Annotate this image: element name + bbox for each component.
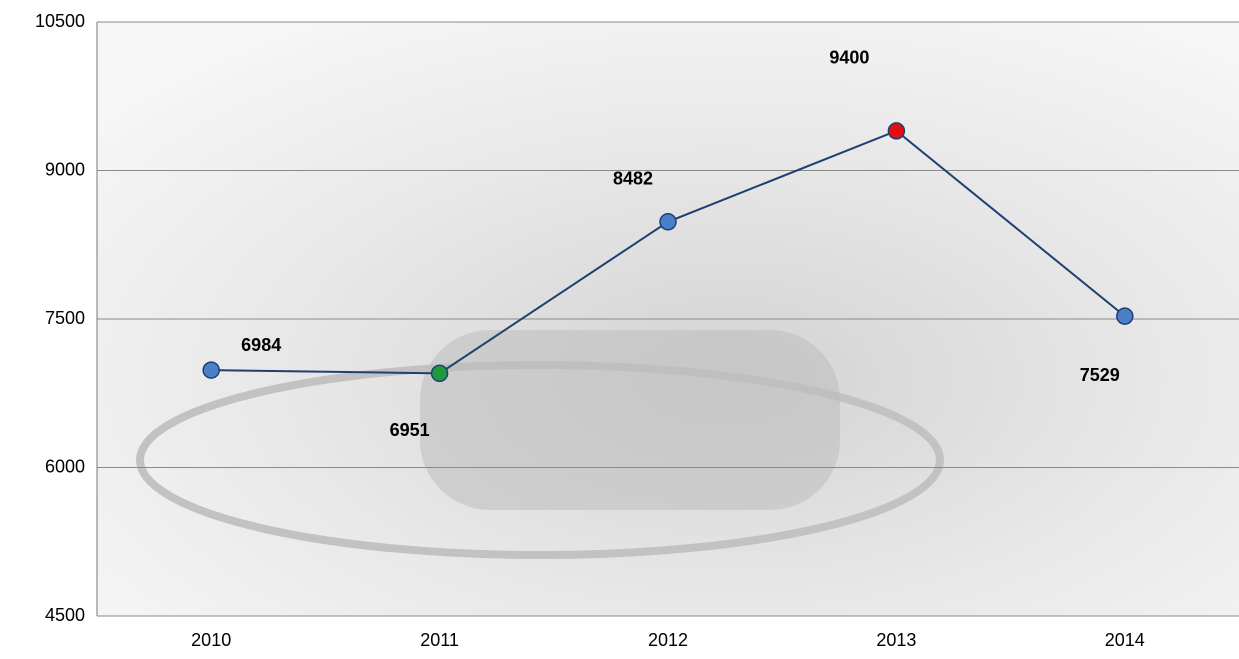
x-tick-label: 2010: [191, 630, 231, 650]
y-tick-label: 4500: [45, 605, 85, 625]
data-point: [659, 213, 677, 231]
data-label: 6984: [241, 335, 281, 355]
x-tick-label: 2011: [420, 630, 459, 650]
data-label: 6951: [390, 420, 430, 440]
data-point: [430, 364, 449, 383]
x-tick-label: 2013: [876, 630, 916, 650]
x-tick-label: 2012: [648, 630, 688, 650]
data-label: 7529: [1080, 365, 1120, 385]
data-label: 9400: [829, 48, 869, 68]
y-tick-label: 9000: [45, 159, 85, 179]
data-label: 8482: [613, 169, 653, 189]
y-tick-label: 10500: [35, 11, 85, 31]
data-point: [202, 361, 220, 379]
background-decoration: [420, 330, 840, 510]
data-point: [887, 122, 906, 140]
data-point: [1116, 307, 1134, 325]
y-tick-label: 7500: [45, 308, 85, 328]
x-tick-label: 2014: [1105, 630, 1145, 650]
y-tick-label: 6000: [45, 456, 85, 476]
